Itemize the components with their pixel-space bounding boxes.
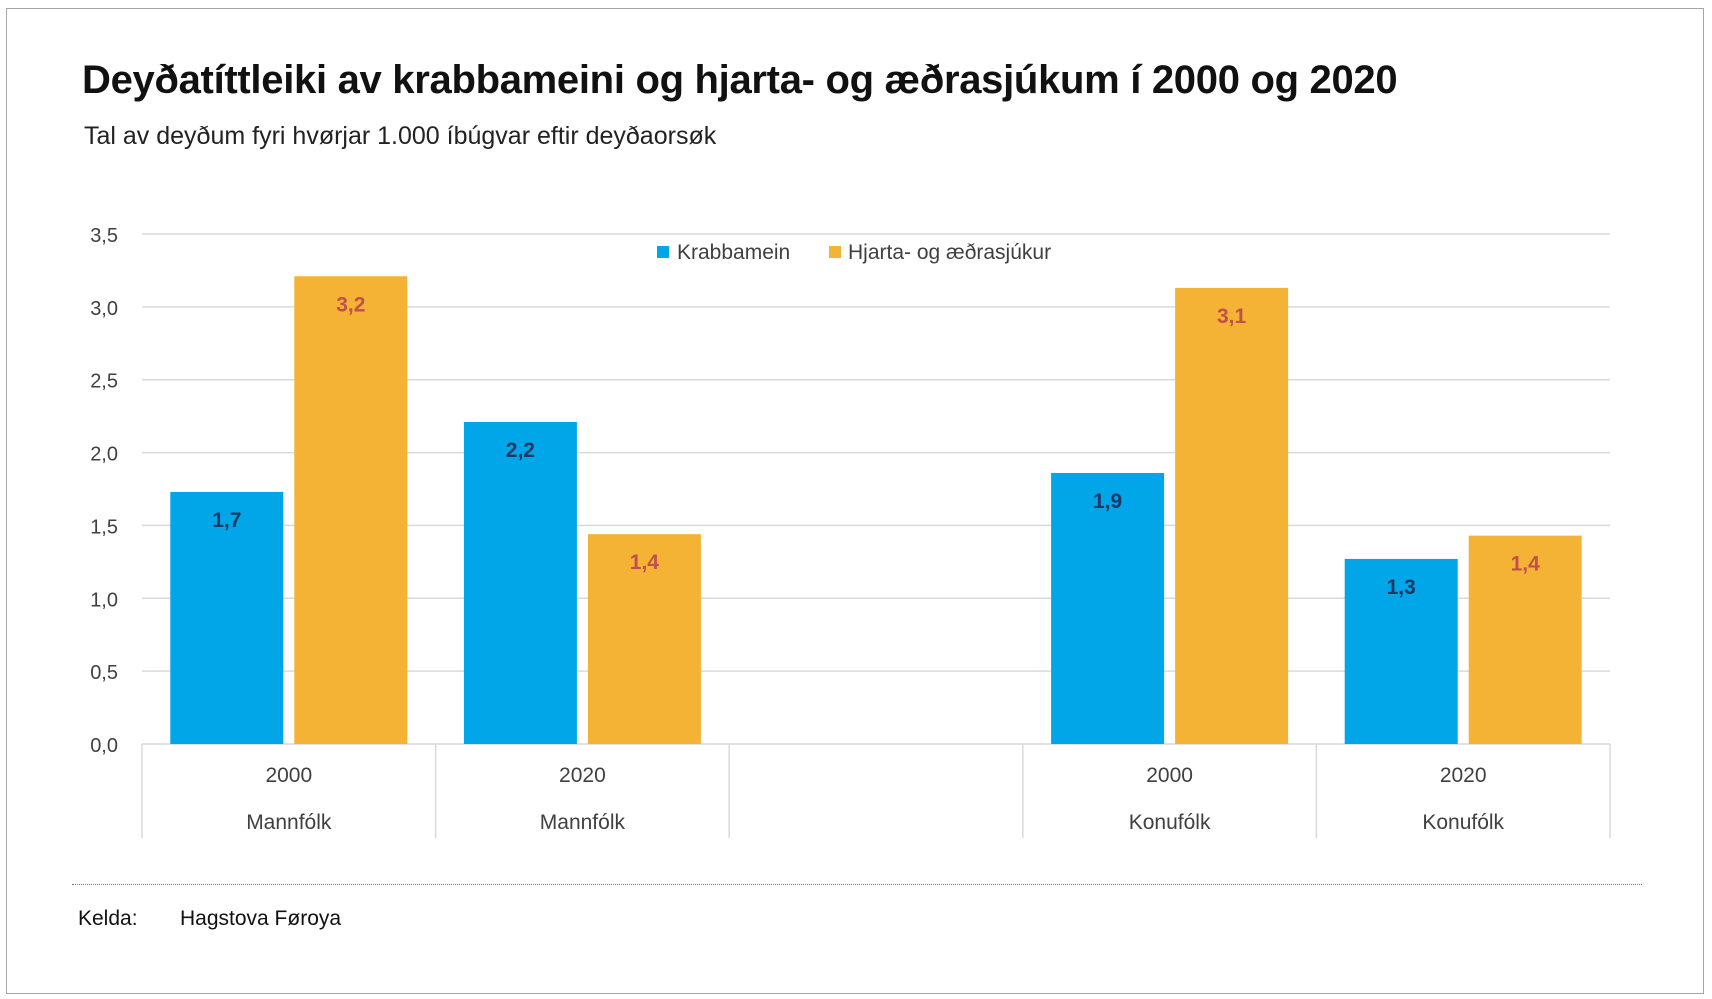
source-value: Hagstova Føroya bbox=[180, 907, 342, 930]
x-tick-label-year: 2000 bbox=[265, 764, 312, 787]
bar-hjarta bbox=[587, 534, 701, 744]
y-tick-label: 1,0 bbox=[90, 589, 118, 611]
bar-krabbamein bbox=[170, 491, 284, 744]
x-tick-label-group: Konufólk bbox=[1422, 811, 1504, 834]
y-tick-label: 2,0 bbox=[90, 444, 118, 466]
data-label: 1,3 bbox=[1387, 576, 1416, 599]
bar-hjarta bbox=[294, 276, 408, 744]
data-label: 1,9 bbox=[1093, 490, 1122, 513]
legend-swatch-hjarta bbox=[829, 246, 841, 258]
chart-frame bbox=[6, 8, 1704, 994]
bar-hjarta bbox=[1468, 535, 1582, 744]
x-tick-label-group: Mannfólk bbox=[246, 811, 332, 834]
legend-swatch-krabbamein bbox=[657, 246, 669, 258]
bar-krabbamein bbox=[463, 421, 577, 744]
y-tick-label: 1,5 bbox=[90, 516, 118, 538]
chart-subtitle: Tal av deyðum fyri hvørjar 1.000 íbúgvar… bbox=[84, 122, 717, 150]
legend-label-hjarta: Hjarta- og æðrasjúkur bbox=[848, 241, 1051, 264]
x-tick-label-year: 2020 bbox=[559, 764, 606, 787]
bar-krabbamein bbox=[1344, 558, 1458, 744]
legend-label-krabbamein: Krabbamein bbox=[677, 241, 790, 264]
x-tick-label-group: Konufólk bbox=[1129, 811, 1211, 834]
y-tick-label: 0,5 bbox=[90, 662, 118, 684]
y-tick-label: 0,0 bbox=[90, 735, 118, 757]
source-label: Kelda: bbox=[78, 907, 138, 930]
data-label: 3,2 bbox=[336, 293, 365, 316]
y-tick-label: 3,0 bbox=[90, 298, 118, 320]
bar-hjarta bbox=[1175, 287, 1289, 744]
x-tick-label-group: Mannfólk bbox=[540, 811, 626, 834]
x-tick-label-year: 2020 bbox=[1440, 764, 1487, 787]
data-label: 3,1 bbox=[1217, 305, 1247, 328]
data-label: 2,2 bbox=[506, 439, 535, 462]
data-label: 1,4 bbox=[630, 551, 660, 574]
chart-title: Deyðatíttleiki av krabbameini og hjarta-… bbox=[82, 58, 1398, 102]
source-divider bbox=[72, 884, 1642, 885]
bar-krabbamein bbox=[1051, 472, 1165, 744]
y-tick-label: 3,5 bbox=[90, 225, 118, 247]
y-tick-label: 2,5 bbox=[90, 371, 118, 393]
x-tick-label-year: 2000 bbox=[1146, 764, 1193, 787]
data-label: 1,4 bbox=[1511, 553, 1541, 576]
data-label: 1,7 bbox=[212, 509, 241, 532]
